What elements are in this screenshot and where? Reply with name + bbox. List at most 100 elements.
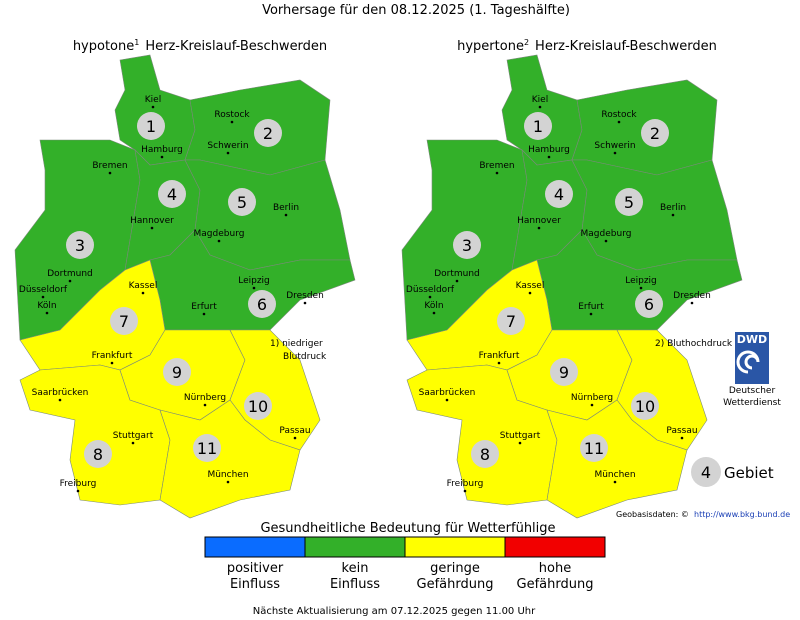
city-dot (463, 489, 467, 493)
city-label: Kiel (532, 95, 548, 105)
region-badge (631, 392, 659, 420)
region (184, 159, 351, 271)
region-badge (244, 392, 272, 420)
legend-label: geringe (430, 561, 480, 576)
region-number: 7 (119, 312, 129, 331)
city-label: München (594, 470, 635, 480)
city-dot (497, 361, 501, 365)
legend-label: Gefährdung (417, 577, 494, 592)
footnote: Blutdruck (283, 352, 327, 362)
region-badge (228, 188, 256, 216)
city-label: Nürnberg (184, 393, 226, 403)
city-label: Köln (424, 301, 443, 311)
city-label: Passau (666, 426, 697, 436)
city-dot (613, 151, 617, 155)
region (571, 159, 738, 271)
map-title-sup: 2 (524, 38, 529, 47)
city-dot (604, 239, 608, 243)
footnote: 2) Bluthochdruck (655, 339, 733, 349)
region-number: 2 (650, 124, 660, 143)
city-dot (203, 403, 207, 407)
region-number: 8 (93, 445, 103, 464)
city-dot (45, 311, 49, 315)
region-number: 9 (172, 363, 182, 382)
city-label: Kiel (145, 95, 161, 105)
region (159, 399, 301, 519)
region-number: 3 (75, 236, 85, 255)
city-dot (589, 312, 593, 316)
city-dot (284, 213, 288, 217)
city-dot (41, 295, 45, 299)
legend-swatch (304, 536, 406, 558)
city-label: Magdeburg (581, 229, 632, 239)
region-number: 7 (506, 312, 516, 331)
city-dot (110, 361, 114, 365)
region-badge (453, 231, 481, 259)
region-number: 8 (480, 445, 490, 464)
map: hypotone1 Herz-Kreislauf-BeschwerdenKielR… (14, 38, 356, 519)
city-dot (293, 436, 297, 440)
region-badge (580, 434, 608, 462)
region-number: 5 (237, 193, 247, 212)
region-badge (641, 119, 669, 147)
region-number: 6 (257, 295, 267, 314)
region-number: 4 (554, 185, 564, 204)
map-title: hypotone1 Herz-Kreislauf-Beschwerden (73, 38, 327, 54)
logo-line: Wetterdienst (723, 398, 781, 408)
city-dot (613, 480, 617, 484)
city-label: Saarbrücken (419, 388, 476, 398)
city-label: Saarbrücken (32, 388, 89, 398)
region-number: 6 (644, 295, 654, 314)
city-label: Schwerin (207, 141, 248, 151)
map: hypertone2 Herz-Kreislauf-Beschwerden Kiel… (401, 38, 743, 519)
region-badge (137, 112, 165, 140)
city-label: Düsseldorf (406, 285, 455, 295)
city-dot (537, 226, 541, 230)
region-badge (248, 290, 276, 318)
legend-label: hohe (539, 561, 571, 576)
city-label: Hannover (130, 216, 174, 226)
city-label: Dresden (673, 291, 711, 301)
map-title-rest: Herz-Kreislauf-Beschwerden (145, 39, 327, 54)
city-dot (455, 279, 459, 283)
legend-swatch (204, 536, 306, 558)
city-dot (226, 151, 230, 155)
city-label: Kassel (129, 281, 158, 291)
city-label: Frankfurt (92, 351, 133, 361)
region-number: 3 (462, 236, 472, 255)
city-label: Bremen (479, 161, 514, 171)
city-dot (639, 286, 643, 290)
footnote: 1) niedriger (270, 339, 323, 349)
key-label: Gebiet (724, 464, 774, 482)
region-number: 10 (635, 397, 655, 416)
city-label: Berlin (660, 203, 686, 213)
city-dot (58, 398, 62, 402)
region-number: 4 (167, 185, 177, 204)
city-label: Dortmund (47, 269, 93, 279)
region-badge (545, 180, 573, 208)
city-label: Düsseldorf (19, 285, 68, 295)
city-dot (518, 441, 522, 445)
region-number: 9 (559, 363, 569, 382)
logo-line: Deutscher (729, 386, 776, 396)
city-label: Kassel (516, 281, 545, 291)
legend-label: kein (342, 561, 369, 576)
region-number: 11 (197, 439, 217, 458)
city-dot (160, 155, 164, 159)
city-dot (141, 291, 145, 295)
map-title: hypertone2 Herz-Kreislauf-Beschwerden (457, 38, 717, 54)
city-label: Freiburg (60, 479, 97, 489)
city-dot (432, 311, 436, 315)
logo-name: DWD (737, 333, 767, 346)
region-badge (84, 440, 112, 468)
city-label: Magdeburg (194, 229, 245, 239)
legend-label: Einfluss (230, 577, 280, 592)
city-dot (528, 291, 532, 295)
city-label: Hamburg (141, 145, 183, 155)
region-badge (471, 440, 499, 468)
region-badge (497, 307, 525, 335)
source-label: Geobasisdaten: © (616, 510, 689, 519)
source-link[interactable]: http://www.bkg.bund.de (694, 510, 790, 519)
city-label: Erfurt (578, 302, 604, 312)
map-title-sup: 1 (134, 38, 139, 47)
